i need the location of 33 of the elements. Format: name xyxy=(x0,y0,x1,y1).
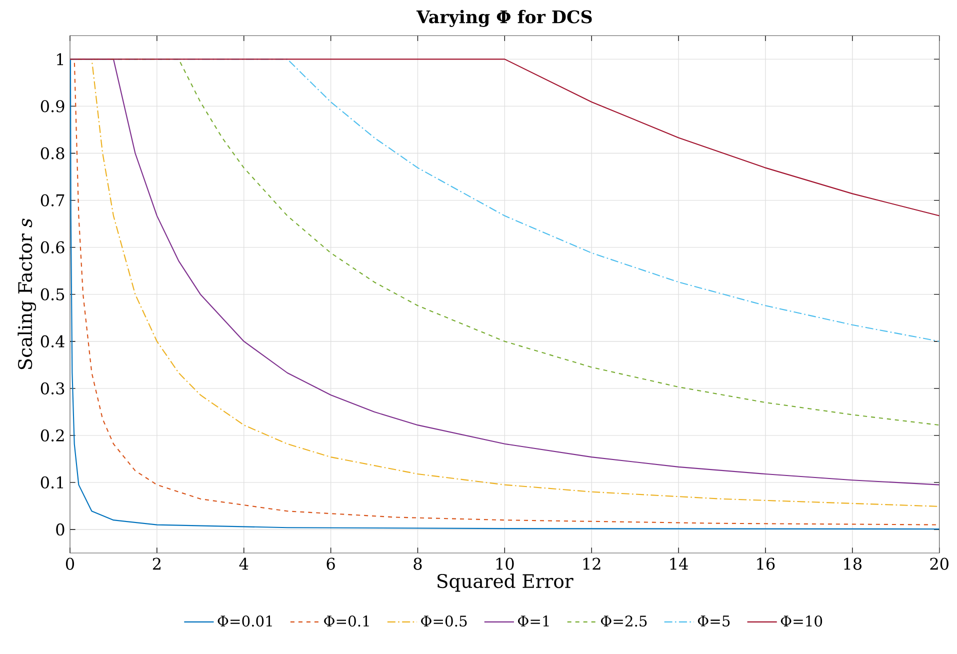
y-tick-label: 0 xyxy=(56,523,64,536)
x-tick-label: 18 xyxy=(844,558,862,570)
y-tick-label: 0.6 xyxy=(40,241,64,254)
y-tick-label: 0.5 xyxy=(40,288,64,300)
legend-label: Φ=0.1 xyxy=(324,616,369,627)
legend-label: Φ=2.5 xyxy=(600,616,647,627)
y-tick-label: 0.7 xyxy=(40,194,64,206)
legend-label: Φ=0.5 xyxy=(421,616,467,627)
legend-label: Φ=0.01 xyxy=(218,616,272,627)
chart-title: Varying Φ for DCS xyxy=(416,10,592,27)
x-tick-label: 6 xyxy=(326,558,335,570)
y-tick-label: 0.9 xyxy=(40,100,64,112)
y-tick-label: 0.4 xyxy=(40,335,64,348)
x-tick-label: 20 xyxy=(930,558,948,570)
x-tick-label: 8 xyxy=(414,558,422,570)
x-tick-label: 0 xyxy=(66,558,74,570)
x-tick-label: 16 xyxy=(757,558,775,570)
y-tick-label: 1 xyxy=(57,53,64,66)
x-tick-label: 2 xyxy=(152,558,160,570)
line-series xyxy=(70,58,940,216)
x-axis-title: Squared Error xyxy=(438,574,574,592)
legend-label: Φ=1 xyxy=(518,616,549,626)
y-tick-label: 0.2 xyxy=(40,429,64,442)
legend-label: Φ=10 xyxy=(780,616,822,627)
legend-label: Φ=5 xyxy=(698,616,730,627)
x-tick-label: 12 xyxy=(583,558,600,570)
y-tick-label: 0.8 xyxy=(40,147,64,160)
x-tick-label: 10 xyxy=(496,558,514,570)
x-tick-label: 4 xyxy=(239,558,248,570)
x-tick-label: 14 xyxy=(670,558,688,570)
y-axis-title: Scaling Factor s xyxy=(18,218,36,370)
y-tick-label: 0.3 xyxy=(40,382,64,394)
y-tick-label: 0.1 xyxy=(40,476,64,489)
